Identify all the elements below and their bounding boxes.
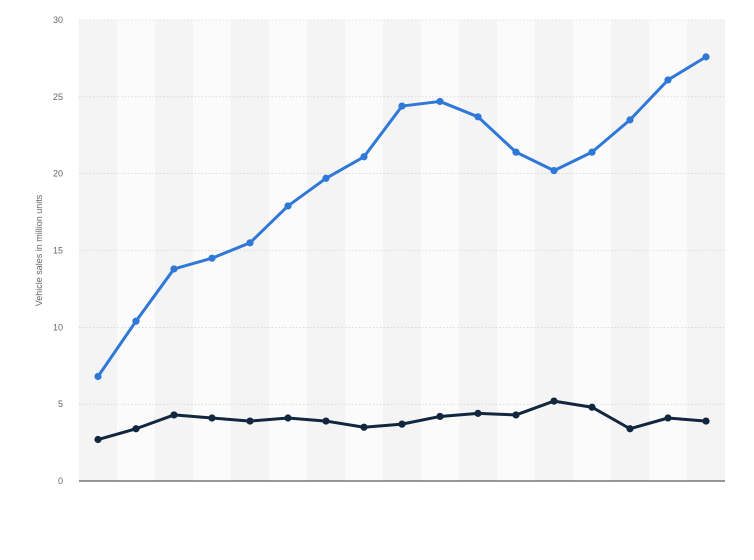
y-tick-label: 25 [53,92,63,102]
data-point [246,417,254,425]
background-band [269,20,307,481]
background-band [535,20,573,481]
data-point [664,414,672,422]
data-point [208,254,216,262]
y-tick-label: 10 [53,322,63,332]
y-axis-label: Vehicle sales in million units [34,194,44,306]
data-point [626,425,634,433]
data-point [588,148,596,156]
gridlines [79,19,725,405]
y-tick-label: 5 [58,399,63,409]
series-1 [94,53,710,381]
data-point [94,372,102,381]
data-point [170,265,178,273]
data-point [170,411,178,419]
data-point [132,425,140,433]
data-point [702,53,710,61]
data-point [398,102,406,110]
data-point [360,153,368,161]
data-point [360,423,368,431]
y-tick-label: 20 [53,169,63,179]
data-point [474,409,482,417]
y-tick-label: 15 [53,246,63,256]
data-point [398,420,406,428]
data-point [284,202,292,210]
data-point [550,166,558,175]
data-point [702,417,710,425]
data-point [284,414,292,422]
data-point [94,435,102,444]
data-point [512,148,520,156]
y-axis-ticks: 0 5 10 15 20 25 30 [53,15,63,486]
y-tick-label: 0 [58,476,63,486]
data-point [512,411,520,419]
data-point [322,417,330,425]
data-point [246,239,254,247]
data-point [474,113,482,121]
data-point [664,76,672,84]
data-point [436,412,444,421]
y-tick-label: 30 [53,15,63,25]
data-point [626,116,634,124]
series-2 [94,397,710,444]
data-point [550,397,558,405]
data-point [322,174,330,182]
data-point [208,414,216,422]
data-point [132,317,140,325]
series-layer [94,53,710,444]
data-point [436,97,444,106]
data-point [588,403,596,411]
